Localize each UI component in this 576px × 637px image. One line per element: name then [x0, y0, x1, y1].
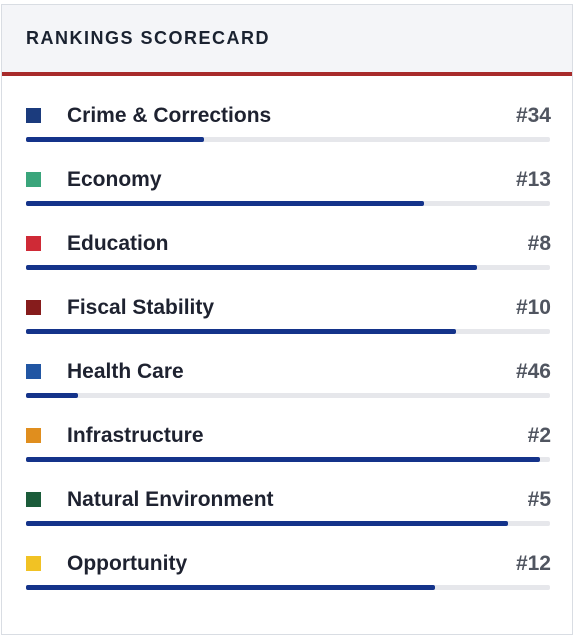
category-color-swatch	[26, 492, 41, 507]
rank-progress-track	[26, 265, 550, 270]
rank-progress-fill	[26, 329, 456, 334]
category-color-swatch	[26, 300, 41, 315]
rankings-scorecard-card: RANKINGS SCORECARD Crime & Corrections #3…	[1, 4, 573, 635]
category-label: Health Care	[67, 360, 184, 383]
category-color-swatch	[26, 172, 41, 187]
ranking-row: Economy #13	[25, 163, 551, 227]
category-label: Economy	[67, 168, 162, 191]
category-color-swatch	[26, 108, 41, 123]
rank-progress-track	[26, 393, 550, 398]
category-label: Crime & Corrections	[67, 104, 272, 127]
rank-progress-fill	[26, 393, 79, 398]
rank-progress-track	[26, 329, 550, 334]
rank-progress-track	[26, 457, 550, 462]
rankings-list: Crime & Corrections #34 Economy #13 Educatio…	[25, 99, 551, 611]
rank-progress-track	[26, 521, 550, 526]
rank-progress-fill	[26, 457, 540, 462]
ranking-row: Crime & Corrections #34	[25, 99, 551, 163]
category-label: Opportunity	[67, 552, 188, 575]
category-label: Education	[67, 232, 169, 255]
rank-progress-track	[26, 585, 550, 590]
scorecard-title: RANKINGS SCORECARD	[26, 28, 271, 48]
category-rank: #10	[515, 296, 551, 319]
rank-progress-fill	[26, 521, 509, 526]
category-rank: #13	[515, 168, 551, 191]
category-rank: #12	[515, 552, 551, 575]
category-color-swatch	[26, 428, 41, 443]
rank-progress-track	[26, 137, 550, 142]
category-label: Infrastructure	[67, 424, 204, 447]
category-color-swatch	[26, 236, 41, 251]
category-rank: #2	[527, 424, 551, 447]
rank-progress-fill	[26, 137, 205, 142]
category-label: Natural Environment	[67, 488, 274, 511]
ranking-row: Health Care #46	[25, 355, 551, 419]
category-color-swatch	[26, 556, 41, 571]
category-rank: #34	[515, 104, 551, 127]
category-color-swatch	[26, 364, 41, 379]
category-rank: #8	[527, 232, 551, 255]
scorecard-header: RANKINGS SCORECARD	[2, 5, 572, 76]
rank-progress-fill	[26, 201, 425, 206]
ranking-row: Natural Environment #5	[25, 483, 551, 547]
ranking-row: Fiscal Stability #10	[25, 291, 551, 355]
category-rank: #46	[515, 360, 551, 383]
rank-progress-fill	[26, 265, 477, 270]
rank-progress-track	[26, 201, 550, 206]
ranking-row: Infrastructure #2	[25, 419, 551, 483]
category-label: Fiscal Stability	[67, 296, 215, 319]
ranking-row: Education #8	[25, 227, 551, 291]
ranking-row: Opportunity #12	[25, 547, 551, 611]
rank-progress-fill	[26, 585, 435, 590]
category-rank: #5	[527, 488, 551, 511]
